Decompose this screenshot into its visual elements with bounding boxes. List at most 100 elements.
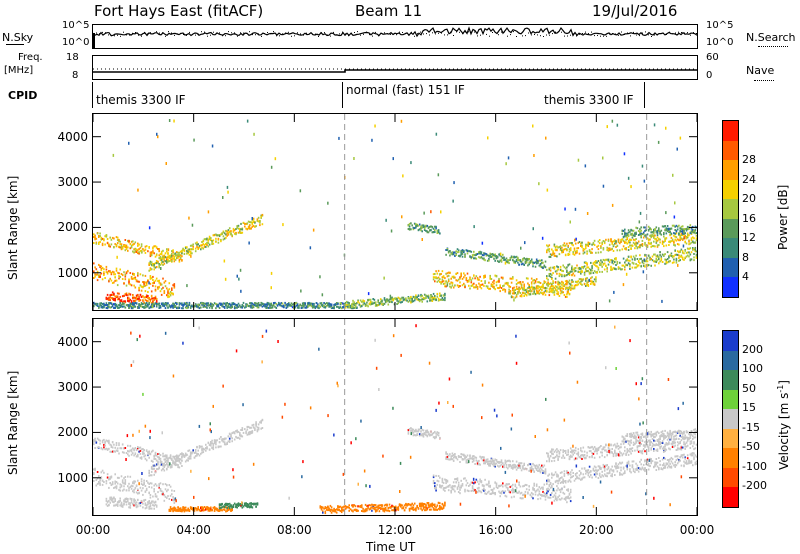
echo-cell [390, 298, 392, 301]
echo-cell [144, 507, 147, 510]
echo-cell [144, 296, 147, 299]
echo-cell [413, 502, 416, 505]
echo-cell [679, 235, 681, 238]
echo-cell [285, 306, 288, 309]
echo-cell [504, 288, 507, 291]
echo-point [167, 295, 169, 299]
echo-cell [342, 509, 344, 512]
echo-cell [118, 275, 120, 277]
echo-cell [198, 307, 201, 310]
echo-cell [130, 487, 133, 490]
echo-cell [580, 242, 582, 245]
echo-cell [145, 480, 148, 482]
echo-cell [163, 455, 166, 458]
echo-cell [523, 263, 525, 266]
echo-cell [515, 283, 518, 286]
echo-cell [206, 241, 208, 244]
echo-cell [116, 242, 119, 245]
colorbar-tick-label: 20 [742, 192, 756, 206]
echo-cell [429, 505, 431, 508]
echo-cell [262, 303, 265, 306]
echo-cell [434, 295, 436, 297]
echo-cell [124, 278, 127, 281]
echo-cell [408, 509, 411, 512]
echo-cell [364, 305, 367, 307]
echo-cell [189, 507, 192, 510]
echo-cell [571, 279, 573, 282]
y-tick-label: 3000 [57, 175, 88, 190]
echo-cell [259, 224, 261, 227]
echo-cell [244, 306, 246, 309]
echo-cell [674, 225, 676, 228]
echo-cell [113, 487, 115, 489]
echo-cell [99, 232, 101, 235]
echo-cell [653, 236, 655, 239]
echo-cell [213, 506, 216, 509]
echo-cell [218, 504, 221, 507]
echo-cell [166, 287, 168, 290]
echo-cell [503, 288, 505, 291]
echo-cell [193, 507, 196, 510]
echo-cell [125, 244, 128, 247]
echo-cell [532, 262, 534, 265]
echo-cell [109, 306, 111, 309]
echo-cell [101, 483, 104, 486]
echo-cell [162, 455, 164, 458]
echo-cell [246, 433, 249, 436]
colorbar-swatch [723, 179, 738, 200]
echo-cell [232, 506, 235, 508]
echo-cell [675, 259, 678, 262]
echo-cell [223, 438, 226, 441]
echo-cell [515, 295, 518, 298]
echo-cell [422, 502, 425, 505]
echo-cell [420, 295, 422, 298]
echo-cell [514, 296, 517, 299]
echo-cell [527, 277, 529, 280]
echo-cell [109, 271, 111, 274]
echo-cell [172, 254, 174, 257]
echo-cell [154, 289, 157, 292]
echo-point [545, 136, 547, 140]
echo-cell [172, 462, 174, 464]
echo-cell [384, 507, 387, 509]
echo-cell [140, 489, 143, 492]
echo-cell [693, 231, 695, 234]
echo-cell [148, 452, 150, 455]
echo-cell [456, 279, 459, 282]
echo-cell [149, 267, 152, 270]
echo-cell [625, 263, 627, 266]
echo-cell [236, 225, 238, 228]
echo-cell [127, 444, 129, 447]
echo-cell [427, 502, 430, 505]
echo-cell [663, 232, 665, 234]
echo-cell [105, 302, 108, 305]
echo-cell [148, 502, 150, 505]
echo-cell [654, 234, 656, 237]
echo-cell [661, 242, 664, 245]
echo-cell [137, 294, 139, 297]
echo-cell [374, 303, 377, 306]
echo-cell [369, 301, 372, 304]
echo-cell [552, 289, 554, 292]
echo-cell [425, 504, 427, 507]
echo-cell [147, 305, 149, 308]
echo-cell [114, 498, 116, 501]
echo-cell [337, 505, 339, 508]
echo-cell [103, 274, 105, 276]
echo-cell [568, 282, 571, 285]
echo-cell [403, 504, 406, 507]
echo-cell [101, 448, 104, 451]
echo-cell [109, 299, 111, 302]
freq-left-tick-top: 18 [66, 52, 79, 63]
echo-cell [430, 229, 432, 232]
echo-cell [218, 302, 221, 305]
echo-cell [561, 246, 563, 249]
echo-cell [171, 464, 173, 467]
echo-cell [194, 247, 197, 250]
echo-cell [124, 479, 127, 482]
echo-cell [150, 261, 153, 264]
echo-cell [400, 301, 402, 304]
echo-cell [541, 289, 543, 292]
colorbar-swatch [723, 140, 738, 161]
echo-cell [692, 228, 694, 231]
